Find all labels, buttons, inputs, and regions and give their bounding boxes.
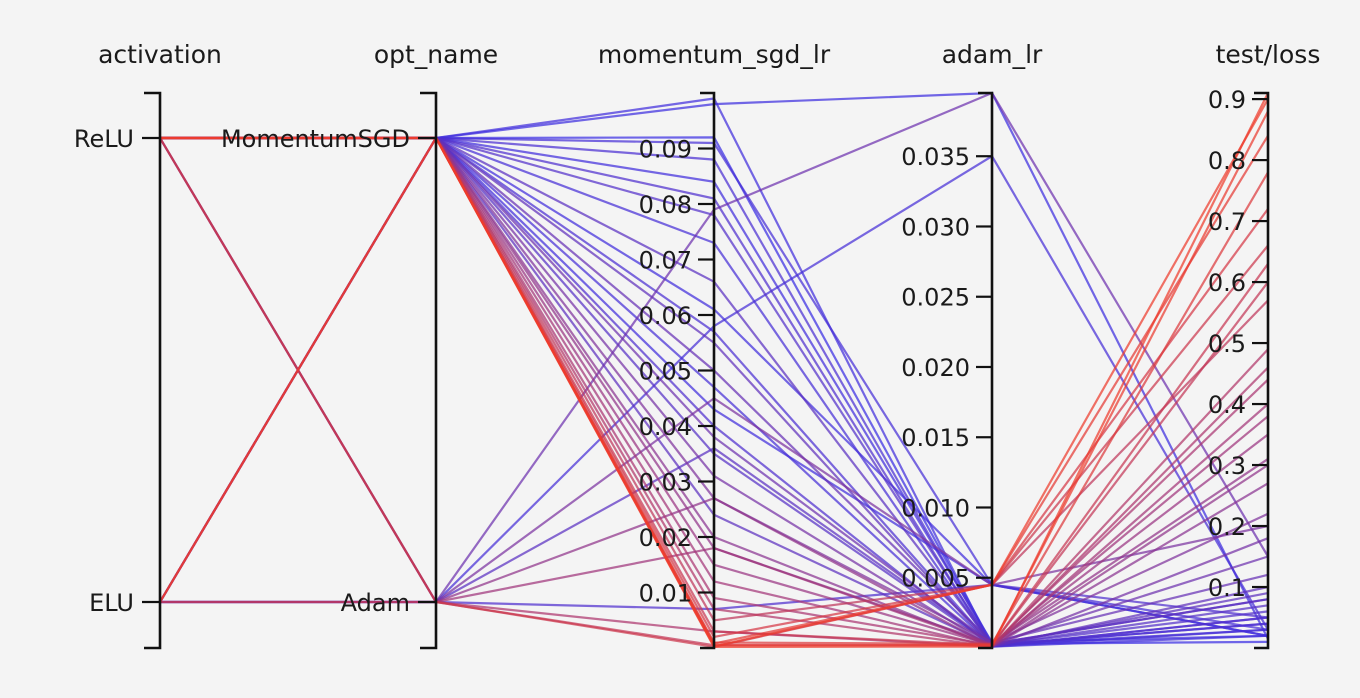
tick-label-test-loss-0: 0.1 [1208,574,1246,602]
axes-layer: activation ReLU ELU opt_name MomentumSGD Adam… [74,40,1321,650]
tick-label-test-loss-2: 0.3 [1208,452,1246,480]
axis-line-test-loss [1254,91,1270,650]
tick-label-momentum-sgd-lr-3: 0.04 [639,413,692,441]
axis-test-loss: test/loss 0.1 0.2 0.3 0.4 0.5 0.6 0.7 0.8 0.9 [1208,40,1321,650]
tick-label-adam-lr-6: 0.035 [901,143,970,171]
tick-label-momentum-sgd-lr-0: 0.01 [639,580,692,608]
tick-label-test-loss-7: 0.8 [1208,147,1246,175]
tick-label-momentum-sgd-lr-2: 0.03 [639,469,692,497]
axis-line-adam-lr [978,91,994,650]
axis-line-activation [144,91,162,650]
tick-label-adam-lr-4: 0.025 [901,284,970,312]
tick-label-adam-lr-2: 0.015 [901,424,970,452]
axis-momentum-sgd-lr: momentum_sgd_lr 0.01 0.02 0.03 0.04 0.05 0.06 0… [598,40,831,650]
tick-label-momentum-sgd-lr-4: 0.05 [639,358,692,386]
tick-label-test-loss-5: 0.6 [1208,269,1246,297]
tick-label-momentum-sgd-lr-1: 0.02 [639,524,692,552]
tick-label-momentum-sgd-lr-7: 0.08 [639,191,692,219]
axis-title-momentum-sgd-lr: momentum_sgd_lr [598,40,831,69]
tick-label-adam-lr-5: 0.030 [901,213,970,241]
axis-title-test-loss: test/loss [1216,40,1321,69]
tick-label-test-loss-8: 0.9 [1208,86,1246,114]
axis-opt-name: opt_name MomentumSGD Adam [221,40,498,650]
tick-label-momentum-sgd-lr-5: 0.06 [639,302,692,330]
tick-label-test-loss-4: 0.5 [1208,330,1246,358]
tick-label-adam-lr-3: 0.020 [901,354,970,382]
tick-label-elu: ELU [89,589,134,617]
axis-activation: activation ReLU ELU [74,40,222,650]
tick-label-momentumsgd: MomentumSGD [221,125,410,153]
tick-label-relu: ReLU [74,125,134,153]
axis-title-adam-lr: adam_lr [942,40,1043,69]
axis-title-activation: activation [98,40,222,69]
tick-label-test-loss-6: 0.7 [1208,208,1246,236]
tick-label-momentum-sgd-lr-6: 0.07 [639,247,692,275]
tick-label-test-loss-3: 0.4 [1208,391,1246,419]
tick-label-adam: Adam [341,589,410,617]
axis-title-opt-name: opt_name [374,40,498,69]
tick-label-test-loss-1: 0.2 [1208,513,1246,541]
tick-label-momentum-sgd-lr-8: 0.09 [639,136,692,164]
axis-adam-lr: adam_lr 0.005 0.010 0.015 0.020 0.025 0.030 0.0… [901,40,1043,650]
axis-line-opt-name [420,91,438,650]
tick-label-adam-lr-0: 0.005 [901,565,970,593]
tick-label-adam-lr-1: 0.010 [901,494,970,522]
